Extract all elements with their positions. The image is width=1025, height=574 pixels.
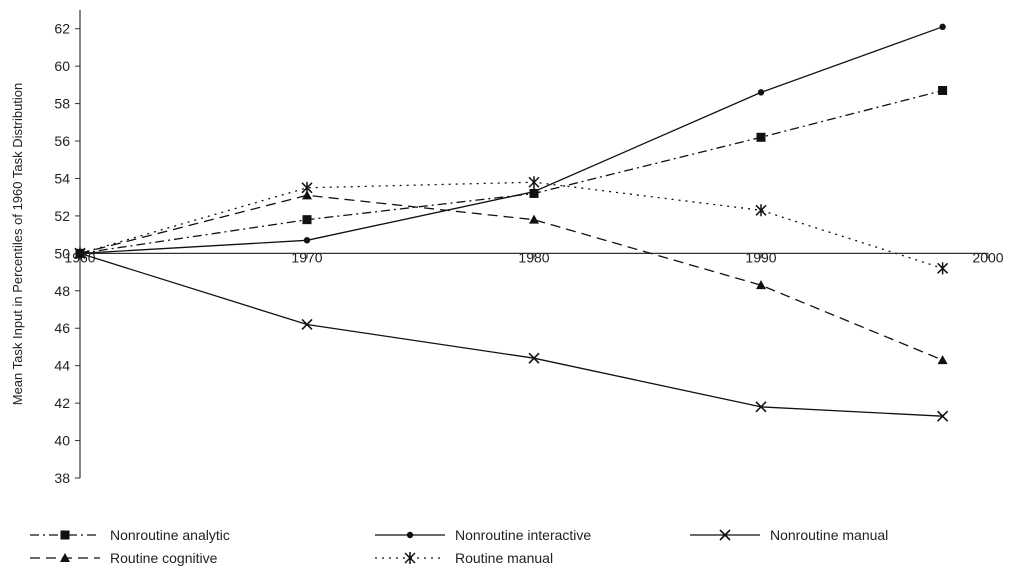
y-tick-label: 60: [54, 58, 70, 74]
y-tick-label: 52: [54, 208, 70, 224]
series-line-routine-cognitive: [79, 194, 943, 361]
series-nonroutine-analytic: [75, 85, 948, 258]
y-tick-label: 54: [54, 170, 70, 186]
data-point-nonroutine-interactive: [757, 89, 765, 96]
data-point-routine-manual: [755, 204, 767, 217]
y-tick-label: 48: [54, 283, 70, 299]
legend-item-nonroutine-analytic: Nonroutine analytic: [30, 527, 230, 543]
series-nonroutine-interactive: [76, 23, 946, 257]
series-line-nonroutine-analytic: [79, 89, 943, 255]
series-layer: [74, 23, 949, 422]
data-point-routine-cognitive: [756, 280, 766, 290]
data-point-nonroutine-analytic: [302, 215, 312, 225]
y-tick-label: 46: [54, 320, 70, 336]
legend-item-nonroutine-manual: Nonroutine manual: [690, 527, 888, 543]
y-tick-label: 44: [54, 358, 70, 374]
series-nonroutine-manual: [74, 247, 949, 422]
data-point-nonroutine-manual: [755, 401, 767, 413]
legend-label: Routine cognitive: [110, 550, 218, 566]
series-line-routine-manual: [79, 181, 943, 269]
legend-item-routine-manual: Routine manual: [375, 550, 553, 566]
legend-label: Nonroutine manual: [770, 527, 888, 543]
axes: [79, 10, 988, 478]
y-axis-title: Mean Task Input in Percentiles of 1960 T…: [10, 83, 25, 406]
legend-item-nonroutine-interactive: Nonroutine interactive: [375, 527, 591, 543]
x-tick-label: 1990: [745, 249, 776, 265]
data-point-routine-manual: [74, 247, 86, 260]
data-point-routine-cognitive: [302, 190, 312, 200]
legend-marker: [406, 531, 414, 539]
series-line-nonroutine-manual: [79, 252, 943, 417]
data-point-routine-cognitive: [937, 355, 948, 365]
legend-label: Nonroutine analytic: [110, 527, 230, 543]
data-point-nonroutine-analytic: [756, 132, 766, 142]
legend-label: Nonroutine interactive: [455, 527, 591, 543]
y-tick-label: 42: [54, 395, 70, 411]
series-routine-manual: [74, 176, 949, 275]
y-tick-label: 58: [54, 96, 70, 112]
x-tick-label: 1970: [291, 249, 322, 265]
series-line-nonroutine-interactive: [79, 26, 943, 255]
x-tick-label: 1980: [518, 249, 549, 265]
data-point-nonroutine-manual: [301, 318, 313, 331]
y-tick-label: 62: [54, 21, 70, 37]
data-point-nonroutine-manual: [528, 352, 540, 364]
series-routine-cognitive: [75, 190, 948, 365]
data-point-routine-manual: [528, 176, 540, 189]
data-point-routine-manual: [301, 181, 313, 194]
legend: Nonroutine analytic Nonroutine interactiv…: [30, 527, 888, 566]
legend-item-routine-cognitive: Routine cognitive: [30, 550, 218, 566]
legend-marker: [60, 530, 70, 540]
data-point-routine-cognitive: [529, 214, 539, 224]
legend-marker: [719, 529, 731, 541]
data-point-nonroutine-analytic: [938, 85, 948, 95]
x-tick-labels: 19601970198019902000: [64, 249, 1003, 265]
data-point-nonroutine-interactive: [939, 23, 946, 31]
legend-marker: [404, 552, 416, 564]
data-point-nonroutine-interactive: [530, 188, 538, 195]
y-tick-label: 56: [54, 133, 70, 149]
y-tick-label: 50: [54, 245, 70, 261]
data-point-routine-manual: [937, 262, 949, 275]
data-point-nonroutine-interactive: [303, 237, 311, 244]
legend-label: Routine manual: [455, 550, 553, 566]
legend-marker: [60, 553, 70, 562]
x-tick-label: 2000: [972, 249, 1003, 265]
y-tick-labels: 38 40 42 44 46 48 50 52 54 56 58 60 62: [54, 21, 80, 486]
y-tick-label: 38: [54, 470, 70, 486]
data-point-nonroutine-manual: [937, 410, 949, 422]
y-tick-label: 40: [54, 433, 70, 449]
